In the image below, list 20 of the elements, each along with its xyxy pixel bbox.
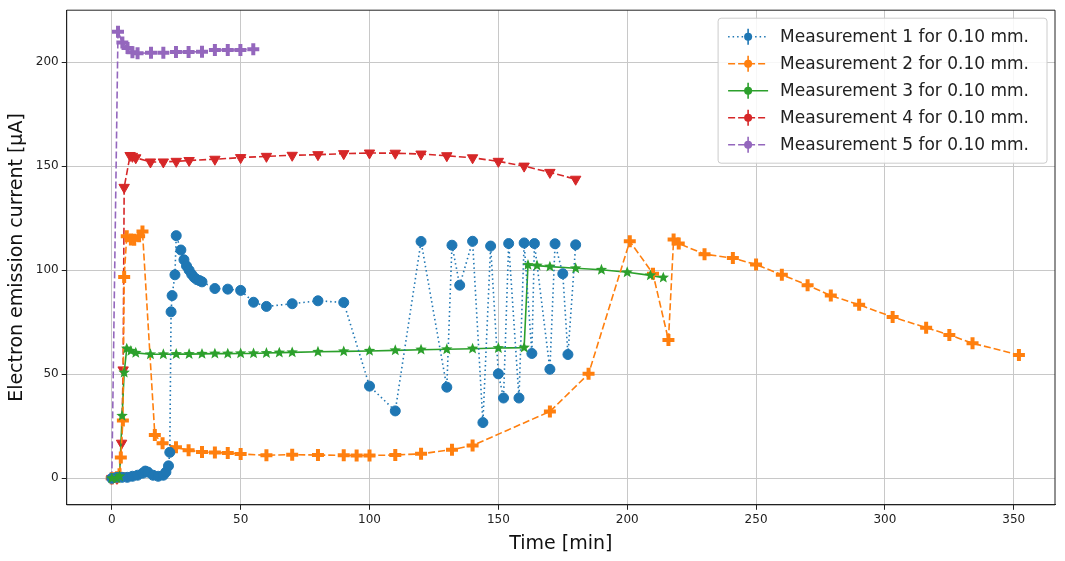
y-tick-label: 50 [43,366,59,381]
y-tick-label: 0 [51,470,59,485]
y-tick-label: 100 [35,262,59,277]
x-tick-label: 100 [358,512,381,527]
legend-label: Measurement 4 for 0.10 mm. [780,107,1029,128]
legend-label: Measurement 5 for 0.10 mm. [780,134,1029,155]
legend-label: Measurement 3 for 0.10 mm. [780,80,1029,101]
x-tick-label: 150 [486,512,510,527]
legend-label: Measurement 1 for 0.10 mm. [780,26,1029,47]
x-tick-label: 50 [233,512,249,527]
x-tick-label: 300 [873,512,897,527]
x-tick-label: 350 [1002,512,1026,527]
y-tick-label: 200 [35,54,59,69]
x-tick-label: 0 [107,512,116,527]
x-tick-label: 250 [744,512,768,527]
y-tick-label: 150 [35,158,59,173]
y-axis-title: Electron emission current [μA] [4,113,27,402]
x-tick-label: 200 [615,512,639,527]
x-axis-title: Time [min] [508,530,613,553]
legend-label: Measurement 2 for 0.10 mm. [780,53,1029,74]
